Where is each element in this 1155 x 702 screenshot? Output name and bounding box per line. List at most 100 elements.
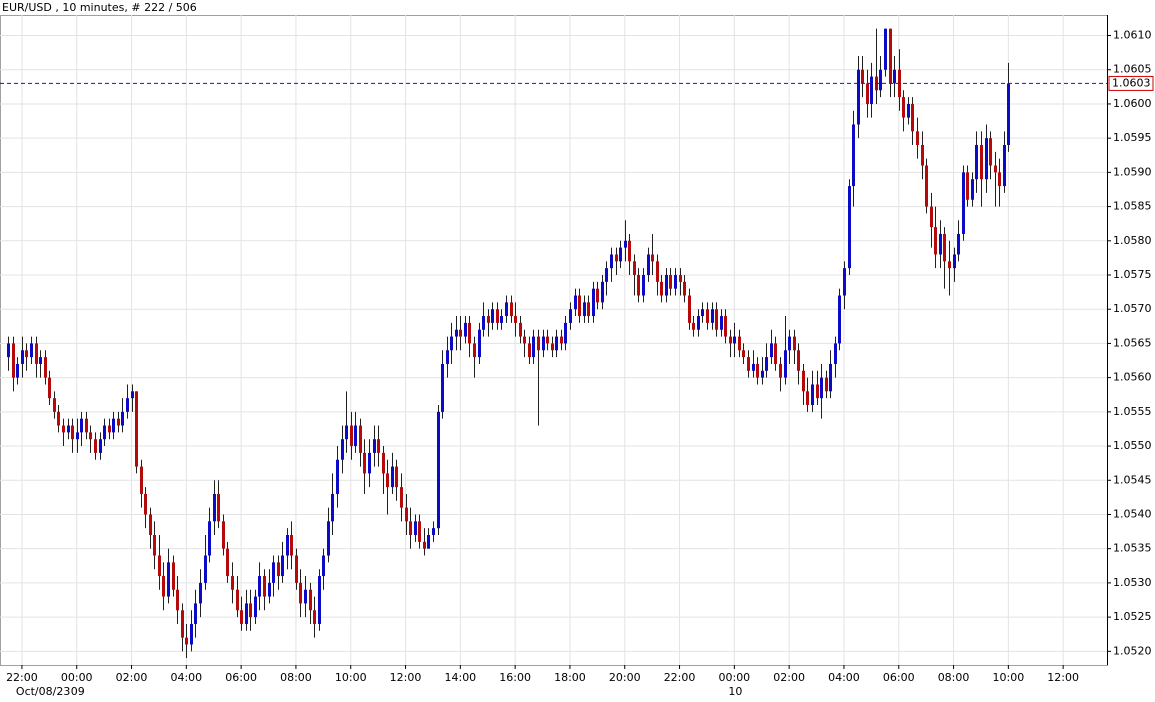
candle-body — [464, 322, 467, 337]
candle-body — [286, 535, 289, 556]
candle-body — [628, 240, 631, 262]
x-tick-label: 12:00 — [390, 671, 422, 684]
x-date-label: 09 — [71, 685, 85, 698]
candle-body — [268, 582, 271, 597]
y-tick-label: 1.0550 — [1113, 439, 1152, 452]
candle-body — [1007, 83, 1010, 145]
candle-body — [432, 528, 435, 535]
candle-body — [71, 425, 74, 440]
candle-body — [948, 261, 951, 269]
candle-body — [25, 350, 28, 358]
x-tick-label: 12:00 — [1047, 671, 1079, 684]
candle-body — [601, 281, 604, 303]
candle-body — [994, 165, 997, 173]
candle-body — [21, 350, 24, 364]
candle-body — [217, 493, 220, 522]
candle-body — [382, 452, 385, 474]
candle-body — [345, 425, 348, 440]
x-tick-label: 10:00 — [993, 671, 1025, 684]
y-tick-label: 1.0580 — [1113, 234, 1152, 247]
candle-body — [619, 247, 622, 262]
candle-body — [48, 377, 51, 399]
candle-body — [258, 576, 261, 597]
x-tick-label: 06:00 — [883, 671, 915, 684]
candle-body — [770, 343, 773, 358]
candle-body — [774, 343, 777, 364]
candle-body — [802, 370, 805, 392]
candle-body — [510, 302, 513, 317]
candle-body — [76, 432, 79, 440]
candle-body — [400, 487, 403, 508]
candle-body — [806, 391, 809, 405]
candle-body — [487, 316, 490, 323]
candle-body — [441, 363, 444, 412]
candle-body — [843, 268, 846, 296]
candle-body — [149, 514, 152, 535]
x-tick-label: 14:00 — [444, 671, 476, 684]
candle-body — [605, 268, 608, 282]
candle-body — [962, 172, 965, 234]
candle-body — [747, 357, 750, 371]
candle-body — [861, 69, 864, 84]
candle-body — [208, 521, 211, 556]
candle-body — [126, 398, 129, 412]
candle-body — [921, 145, 924, 166]
x-tick-label: 02:00 — [116, 671, 148, 684]
candle-body — [30, 343, 33, 358]
candle-body — [153, 535, 156, 556]
candle-body — [482, 316, 485, 330]
candle-body — [199, 582, 202, 604]
candle-body — [838, 295, 841, 344]
candle-body — [939, 233, 942, 255]
y-tick-label: 1.0610 — [1113, 29, 1152, 42]
candle-body — [327, 521, 330, 556]
candle-body — [674, 275, 677, 289]
candle-body — [226, 548, 229, 577]
candle-body — [354, 425, 357, 447]
candle-body — [784, 350, 787, 378]
y-tick-label: 1.0590 — [1113, 165, 1152, 178]
x-tick-label: 10:00 — [335, 671, 367, 684]
candle-body — [564, 322, 567, 344]
candle-body — [980, 145, 983, 180]
candle-body — [592, 288, 595, 317]
candle-body — [647, 254, 650, 275]
candle-body — [889, 28, 892, 84]
candle-body — [62, 425, 65, 433]
candle-body — [44, 357, 47, 378]
candle-body — [190, 623, 193, 645]
candle-body — [916, 131, 919, 145]
candle-body — [902, 97, 905, 118]
candle-body — [386, 473, 389, 488]
candle-body — [222, 521, 225, 549]
candle-body — [281, 555, 284, 577]
candle-body — [523, 336, 526, 344]
candle-body — [756, 363, 759, 378]
candle-body — [16, 363, 19, 378]
candle-body — [140, 466, 143, 494]
candle-body — [295, 555, 298, 583]
y-tick-label: 1.0555 — [1113, 405, 1152, 418]
candle-body — [820, 377, 823, 399]
candle-body — [642, 275, 645, 296]
candle-body — [765, 357, 768, 371]
x-tick-label: 00:00 — [718, 671, 750, 684]
candle-body — [692, 322, 695, 330]
candle-body — [546, 336, 549, 344]
last-price-box — [1108, 75, 1154, 91]
candle-body — [350, 425, 353, 447]
candle-body — [925, 165, 928, 207]
candle-body — [89, 432, 92, 440]
candle-body — [131, 391, 134, 399]
candle-body — [679, 275, 682, 282]
candle-body — [418, 521, 421, 542]
candle-body — [514, 316, 517, 323]
y-tick-label: 1.0570 — [1113, 302, 1152, 315]
candle-body — [532, 336, 535, 358]
candle-body — [779, 363, 782, 378]
y-tick-label: 1.0585 — [1113, 200, 1152, 213]
candle-body — [742, 350, 745, 358]
x-tick-label: 18:00 — [554, 671, 586, 684]
candle-body — [277, 562, 280, 577]
